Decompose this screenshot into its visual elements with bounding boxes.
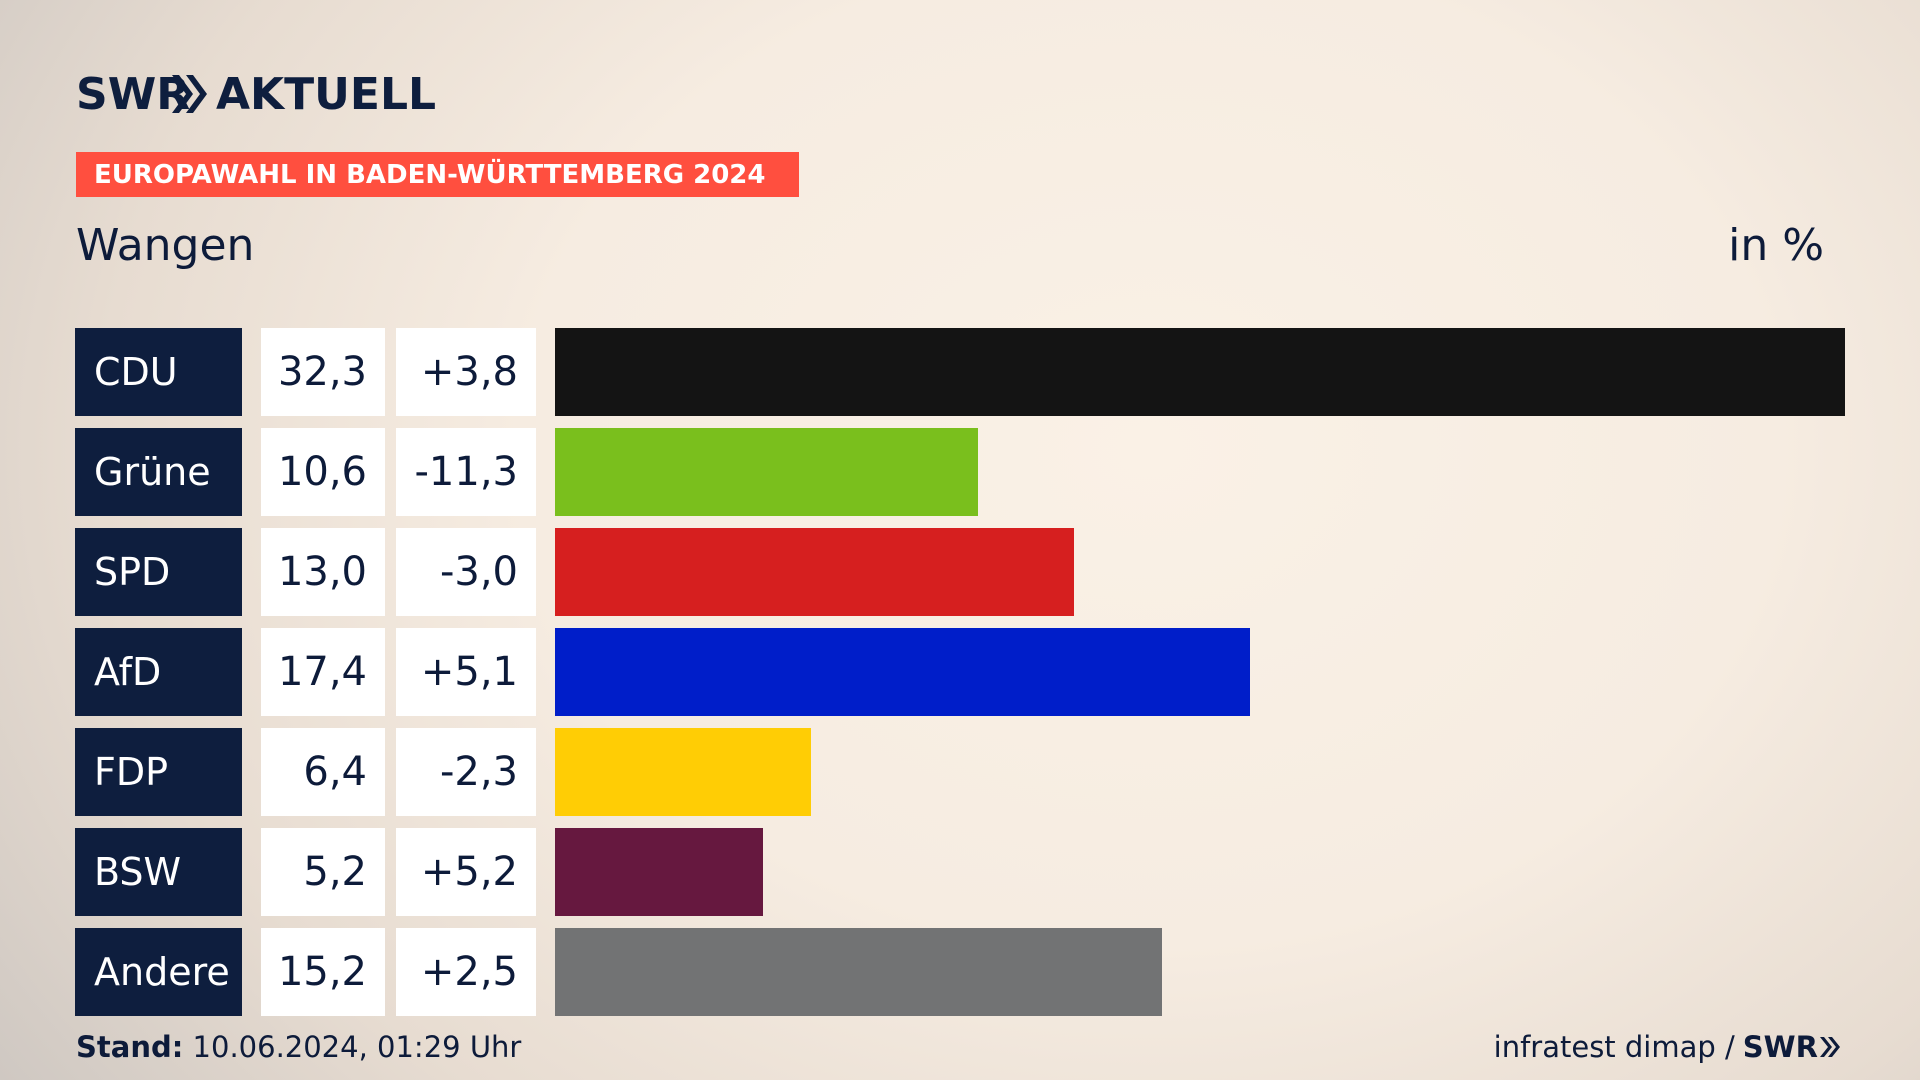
vote-change-value: +5,2 <box>396 828 536 916</box>
svg-text:SWR: SWR <box>76 69 190 119</box>
vote-share-bar <box>555 328 1845 416</box>
party-label: BSW <box>75 828 242 916</box>
vote-share-value: 32,3 <box>261 328 385 416</box>
vote-share-value: 5,2 <box>261 828 385 916</box>
vote-share-value: 17,4 <box>261 628 385 716</box>
result-row: Grüne 10,6 -11,3 <box>75 428 1845 516</box>
result-row: AfD 17,4 +5,1 <box>75 628 1845 716</box>
vote-share-value: 10,6 <box>261 428 385 516</box>
result-row: Andere 15,2 +2,5 <box>75 928 1845 1016</box>
source-text: infratest dimap / <box>1493 1030 1735 1064</box>
result-row: FDP 6,4 -2,3 <box>75 728 1845 816</box>
swr-brand-text: SWR <box>1742 1030 1818 1064</box>
vote-share-bar <box>555 528 1074 616</box>
place-title: Wangen <box>76 220 255 271</box>
vote-share-bar <box>555 728 811 816</box>
result-row: BSW 5,2 +5,2 <box>75 828 1845 916</box>
election-kicker-banner: EUROPAWAHL IN BADEN-WÜRTTEMBERG 2024 <box>76 152 799 197</box>
unit-label: in % <box>1728 220 1824 271</box>
result-row: CDU 32,3 +3,8 <box>75 328 1845 416</box>
vote-change-value: +5,1 <box>396 628 536 716</box>
vote-share-bar <box>555 628 1250 716</box>
vote-share-bar <box>555 828 763 916</box>
result-row: SPD 13,0 -3,0 <box>75 528 1845 616</box>
party-label: Andere <box>75 928 242 1016</box>
vote-change-value: -11,3 <box>396 428 536 516</box>
kicker-text: EUROPAWAHL IN BADEN-WÜRTTEMBERG 2024 <box>94 159 766 190</box>
swr-aktuell-logo-icon: SWR AKTUELL <box>76 69 436 119</box>
source-credit: infratest dimap / SWR <box>1494 1030 1844 1064</box>
vote-change-value: -2,3 <box>396 728 536 816</box>
double-chevron-icon <box>1820 1037 1840 1057</box>
vote-share-value: 6,4 <box>261 728 385 816</box>
vote-share-bar <box>555 928 1162 1016</box>
stand-value: 10.06.2024, 01:29 Uhr <box>183 1030 522 1064</box>
party-label: SPD <box>75 528 242 616</box>
timestamp: Stand: 10.06.2024, 01:29 Uhr <box>76 1030 521 1064</box>
swr-brand-small: SWR <box>1743 1030 1844 1064</box>
swr-aktuell-logo: SWR AKTUELL <box>76 66 436 122</box>
party-label: FDP <box>75 728 242 816</box>
vote-change-value: +3,8 <box>396 328 536 416</box>
vote-share-value: 15,2 <box>261 928 385 1016</box>
party-label: AfD <box>75 628 242 716</box>
stand-label: Stand: <box>76 1030 184 1064</box>
party-label: CDU <box>75 328 242 416</box>
vote-share-value: 13,0 <box>261 528 385 616</box>
vote-change-value: +2,5 <box>396 928 536 1016</box>
vote-share-bar <box>555 428 978 516</box>
svg-text:AKTUELL: AKTUELL <box>216 69 436 119</box>
party-label: Grüne <box>75 428 242 516</box>
vote-change-value: -3,0 <box>396 528 536 616</box>
